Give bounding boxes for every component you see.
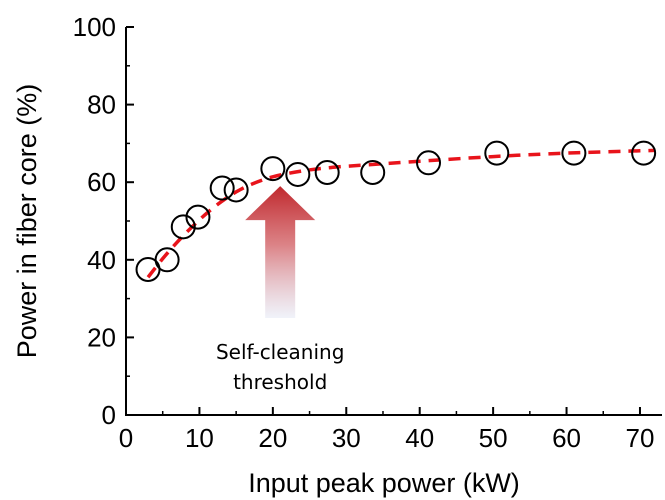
annotation-text-line: threshold — [233, 370, 327, 394]
y-tick-label: 100 — [73, 12, 116, 42]
axes — [125, 27, 662, 416]
x-tick-label: 70 — [626, 423, 655, 453]
data-point — [209, 175, 235, 201]
x-tick-label: 10 — [185, 423, 214, 453]
data-point — [223, 177, 249, 203]
data-point — [260, 156, 286, 182]
data-point — [631, 140, 657, 166]
fit-curve-group — [146, 148, 655, 279]
data-points — [135, 140, 657, 282]
x-tick-label: 30 — [332, 423, 361, 453]
data-point — [484, 140, 510, 166]
y-tick-label: 80 — [87, 90, 116, 120]
x-axis-title: Input peak power (kW) — [248, 468, 520, 498]
data-point — [185, 204, 211, 230]
fit-curve — [146, 148, 655, 279]
y-axis-title: Power in fiber core (%) — [12, 84, 42, 359]
data-point — [360, 160, 386, 185]
y-tick-label: 60 — [87, 167, 116, 197]
x-tick-label: 0 — [119, 423, 133, 453]
threshold-arrow — [245, 186, 316, 318]
x-tick-label: 60 — [552, 423, 581, 453]
y-tick-label: 0 — [102, 400, 116, 430]
x-tick-label: 50 — [479, 423, 508, 453]
y-tick-label: 20 — [87, 322, 116, 352]
data-point — [285, 161, 311, 187]
data-point — [154, 247, 180, 273]
annotation: Self-cleaning threshold — [216, 186, 344, 394]
data-point — [314, 160, 340, 185]
data-point — [561, 140, 587, 166]
y-tick-label: 40 — [87, 245, 116, 275]
x-tick-label: 20 — [258, 423, 287, 453]
x-tick-label: 40 — [405, 423, 434, 453]
data-point — [170, 214, 196, 240]
annotation-text-line: Self-cleaning — [216, 340, 344, 364]
ticks: 0 10 20 30 40 50 60 70 0 20 40 60 80 100 — [73, 12, 655, 453]
data-point — [416, 150, 442, 176]
